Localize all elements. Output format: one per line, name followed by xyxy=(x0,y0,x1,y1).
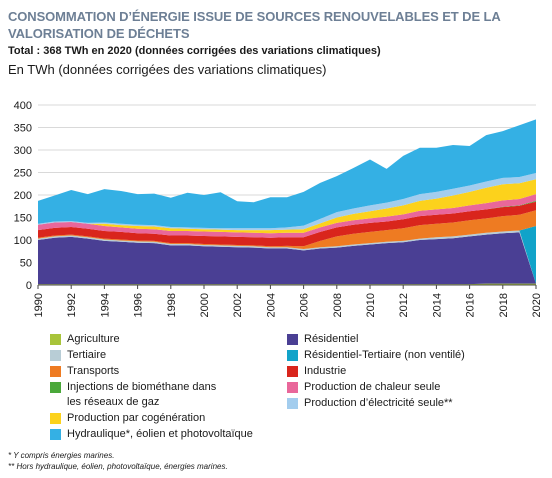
legend-item-biomethane: Injections de biométhane dans les réseau… xyxy=(50,380,220,410)
y-tick-label: 0 xyxy=(26,280,32,292)
area-series-1 xyxy=(38,232,536,285)
legend-label: Production d’électricité seule** xyxy=(304,397,453,409)
chart-subtitle: Total : 368 TWh en 2020 (données corrigé… xyxy=(8,45,381,57)
y-tick-label: 150 xyxy=(14,213,32,225)
x-tick-label: 1992 xyxy=(66,293,78,317)
x-tick-label: 2008 xyxy=(332,293,344,317)
y-tick-label: 300 xyxy=(14,145,32,157)
footnote-1: * Y compris énergies marines. xyxy=(8,451,115,460)
legend-swatch xyxy=(287,398,298,409)
legend-item-res_tert: Résidentiel-Tertiaire (non ventilé) xyxy=(287,348,502,363)
legend-item-hydraulique: Hydraulique*, éolien et photovoltaïque xyxy=(50,427,265,442)
legend-swatch xyxy=(50,429,61,440)
legend-swatch xyxy=(50,366,61,377)
area-series-8 xyxy=(38,179,536,234)
legend-item-agriculture: Agriculture xyxy=(50,332,265,347)
x-tick-label: 2000 xyxy=(199,293,211,317)
area-series-4 xyxy=(38,210,536,249)
y-tick-label: 250 xyxy=(14,168,32,180)
area-series-5 xyxy=(38,201,536,247)
legend-label: Injections de biométhane dans les réseau… xyxy=(67,381,217,408)
legend-swatch xyxy=(287,350,298,361)
legend-swatch xyxy=(287,334,298,345)
legend-label: Agriculture xyxy=(67,333,120,345)
legend-swatch xyxy=(287,366,298,377)
legend-item-residentiel: Résidentiel xyxy=(287,332,502,347)
x-tick-label: 1990 xyxy=(33,293,45,317)
footnote-2: ** Hors hydraulique, éolien, photovoltaï… xyxy=(8,462,228,471)
x-tick-label: 2006 xyxy=(299,293,311,317)
legend-item-electricite: Production d’électricité seule** xyxy=(287,396,502,411)
x-tick-label: 2004 xyxy=(265,293,277,317)
x-tick-label: 2018 xyxy=(498,293,510,317)
legend-label: Hydraulique*, éolien et photovoltaïque xyxy=(67,428,253,440)
legend-swatch xyxy=(50,350,61,361)
y-tick-label: 400 xyxy=(14,100,32,112)
x-tick-label: 2014 xyxy=(431,293,443,317)
legend-item-chaleur: Production de chaleur seule xyxy=(287,380,502,395)
x-tick-label: 2020 xyxy=(531,293,543,317)
legend-label: Production de chaleur seule xyxy=(304,381,441,393)
legend-item-industrie: Industrie xyxy=(287,364,502,379)
x-tick-label: 2012 xyxy=(398,293,410,317)
x-tick-label: 1996 xyxy=(133,293,145,317)
legend-label: Tertiaire xyxy=(67,349,107,361)
chart-title: CONSOMMATION D’ÉNERGIE ISSUE DE SOURCES … xyxy=(8,9,501,41)
area-series-2 xyxy=(38,230,536,284)
footnotes: * Y compris énergies marines. ** Hors hy… xyxy=(8,450,228,472)
x-tick-label: 1994 xyxy=(99,293,111,317)
y-tick-label: 100 xyxy=(14,235,32,247)
legend-label: Industrie xyxy=(304,365,347,377)
x-tick-label: 2002 xyxy=(232,293,244,317)
x-tick-label: 1998 xyxy=(166,293,178,317)
legend-swatch xyxy=(50,382,61,393)
unit-label: En TWh (données corrigées des variations… xyxy=(8,62,327,77)
legend-label: Résidentiel-Tertiaire (non ventilé) xyxy=(304,349,465,361)
legend-label: Production par cogénération xyxy=(67,412,206,424)
legend-item-tertiaire: Tertiaire xyxy=(50,348,265,363)
legend-swatch xyxy=(287,382,298,393)
x-tick-label: 2016 xyxy=(465,293,477,317)
legend-label: Transports xyxy=(67,365,120,377)
legend-swatch xyxy=(50,413,61,424)
legend-swatch xyxy=(50,334,61,345)
x-tick-label: 2010 xyxy=(365,293,377,317)
legend-item-transports: Transports xyxy=(50,364,265,379)
area-series-10 xyxy=(38,119,536,229)
y-tick-label: 200 xyxy=(14,190,32,202)
legend-label: Résidentiel xyxy=(304,333,359,345)
y-tick-label: 350 xyxy=(14,123,32,135)
y-tick-label: 50 xyxy=(20,258,32,270)
legend-item-cogeneration: Production par cogénération xyxy=(50,411,265,426)
